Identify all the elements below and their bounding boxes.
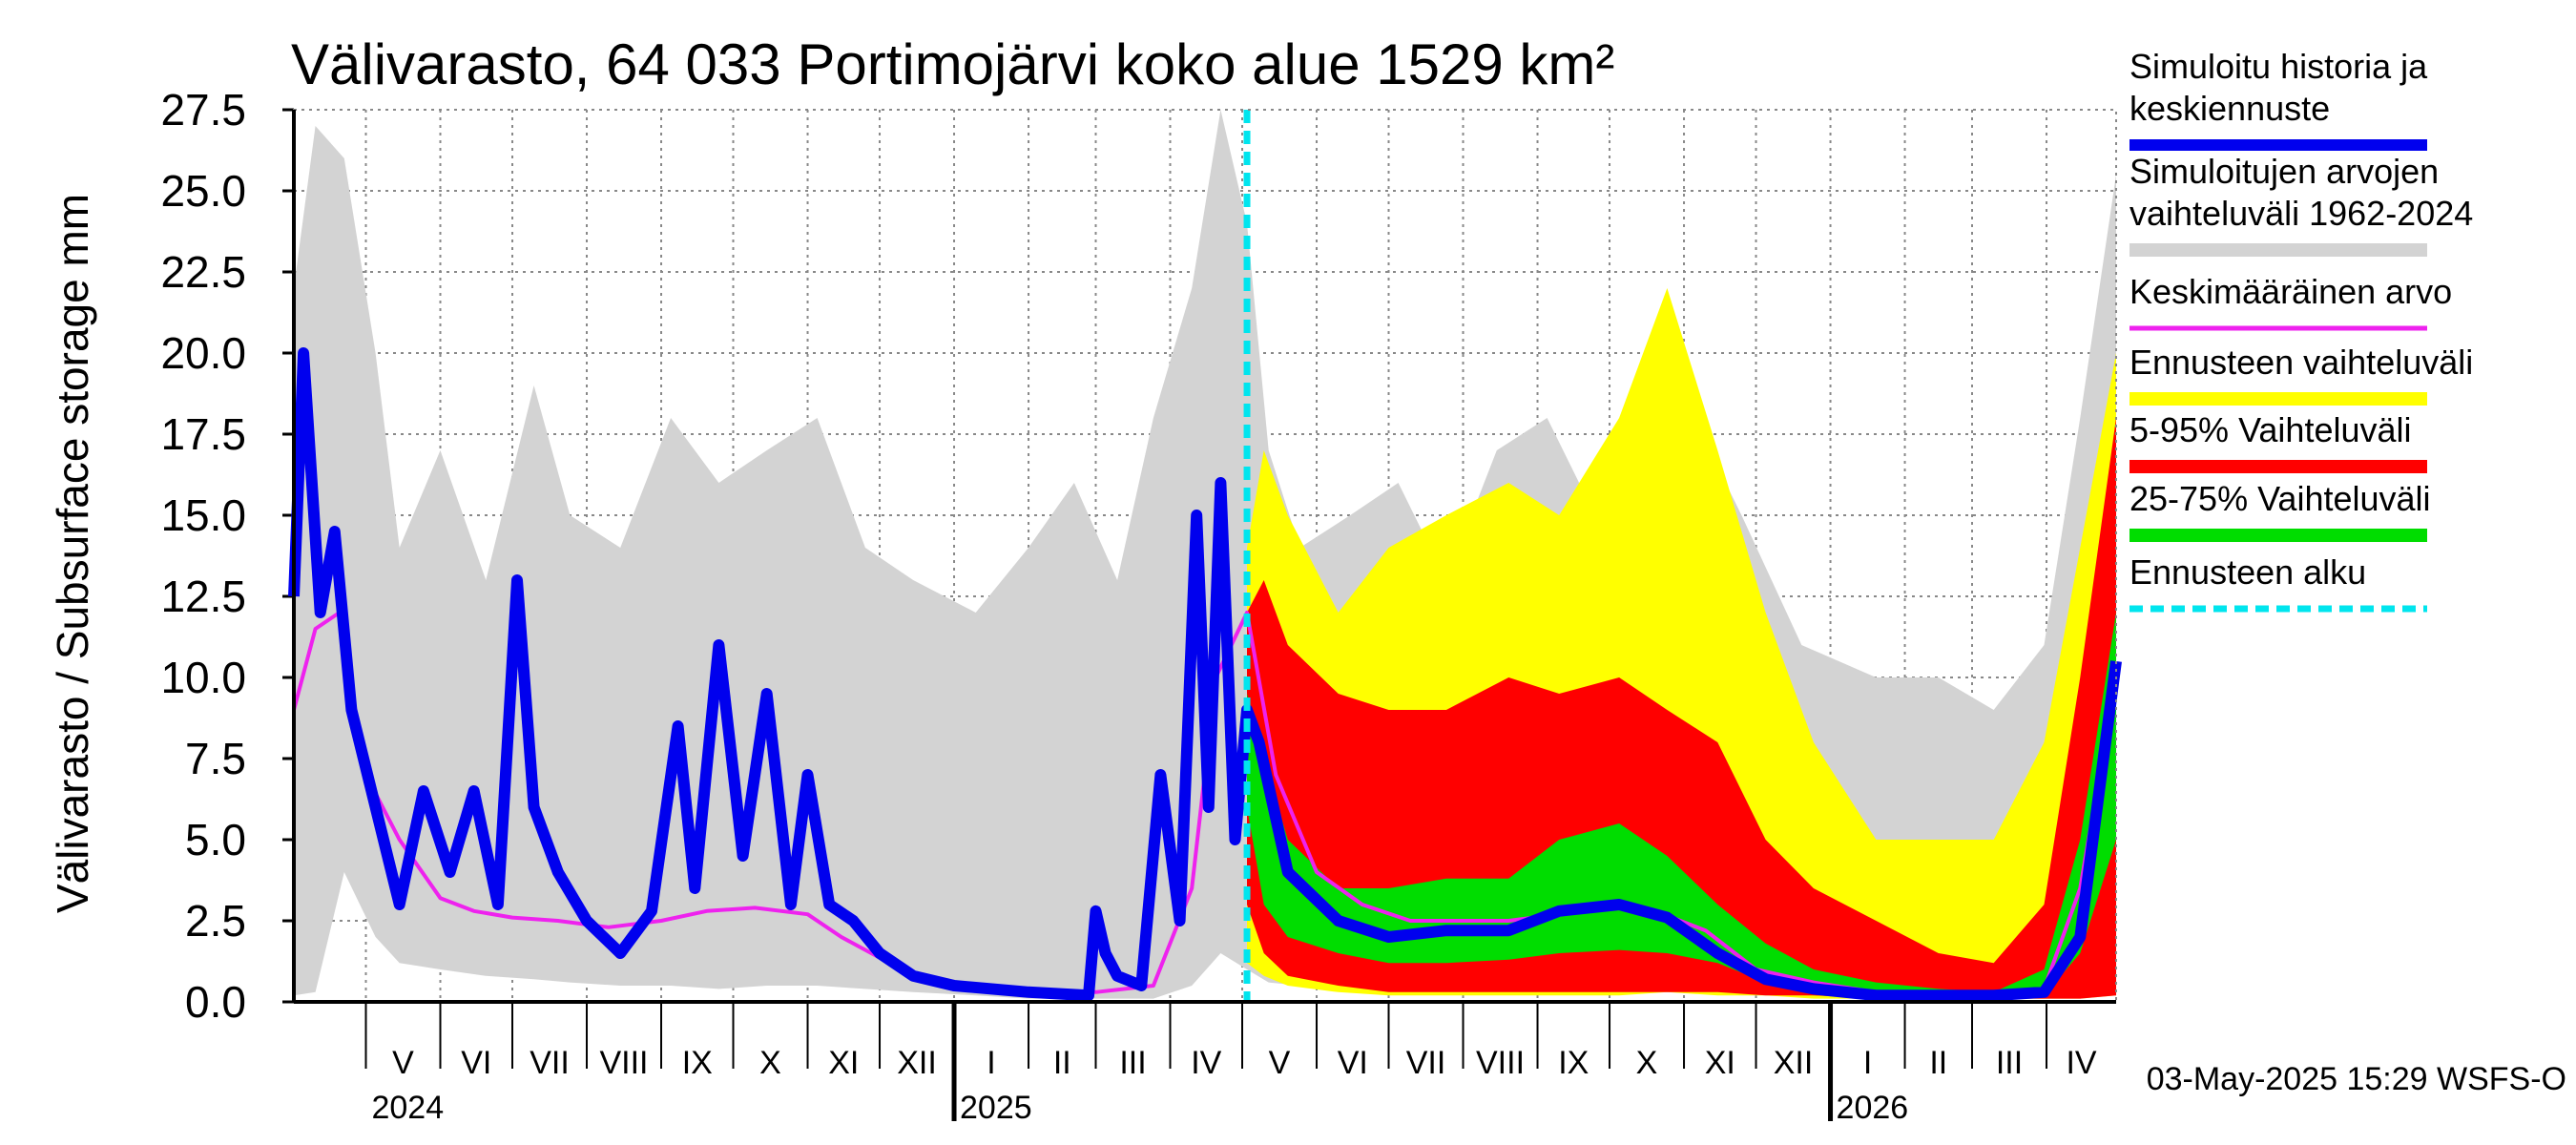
chart-title: Välivarasto, 64 033 Portimojärvi koko al…: [291, 32, 1614, 96]
band-series-3: [1247, 613, 2116, 999]
month-label: XII: [1774, 1045, 1814, 1081]
legend: Simuloitu historia ja keskiennuste Simuloi…: [2129, 47, 2473, 613]
band-series-2: [1247, 418, 2116, 999]
month-label: IV: [1191, 1045, 1221, 1081]
line-series-5: [288, 347, 2122, 1002]
month-label: VII: [530, 1045, 570, 1081]
y-tick-label: 27.5: [160, 85, 246, 135]
month-label: X: [1636, 1045, 1658, 1081]
year-label: 2024: [371, 1090, 444, 1126]
footer-timestamp: 03-May-2025 15:29 WSFS-O: [2147, 1061, 2566, 1097]
legend-label: Ennusteen alku: [2129, 552, 2366, 592]
month-label: IX: [1558, 1045, 1589, 1081]
month-label: VI: [461, 1045, 491, 1081]
month-label: III: [1119, 1045, 1146, 1081]
legend-label: 25-75% Vaihteluväli: [2129, 479, 2431, 518]
month-label: I: [987, 1045, 995, 1081]
month-label: VIII: [1476, 1045, 1525, 1081]
legend-label: Simuloitujen arvojen vaihteluväli 1962-20…: [2129, 152, 2473, 233]
y-tick-label: 12.5: [160, 572, 246, 621]
y-tick-label: 5.0: [185, 815, 246, 864]
month-label: IX: [682, 1045, 713, 1081]
range-bands: [294, 110, 2116, 999]
series-lines: [288, 110, 2122, 1002]
y-tick-label: 7.5: [185, 734, 246, 783]
month-label: IV: [2066, 1045, 2096, 1081]
y-tick-label: 0.0: [185, 977, 246, 1027]
x-axis: V VI VII VIII IX X XI XII I II III IV V VI VII VIII IX X X…: [292, 109, 2117, 1126]
month-label: II: [1053, 1045, 1071, 1081]
y-tick-label: 2.5: [185, 896, 246, 946]
month-label: I: [1863, 1045, 1872, 1081]
legend-label: Simuloitu historia ja keskiennuste: [2129, 47, 2428, 128]
month-label: VIII: [599, 1045, 648, 1081]
month-label: VII: [1406, 1045, 1446, 1081]
month-label: VI: [1338, 1045, 1368, 1081]
y-tick-label: 20.0: [160, 328, 246, 378]
y-axis-label: Välivarasto / Subsurface storage mm: [48, 194, 97, 913]
month-label: II: [1929, 1045, 1947, 1081]
month-label: XII: [897, 1045, 937, 1081]
legend-label: Keskimääräinen arvo: [2129, 272, 2452, 311]
month-label: XI: [828, 1045, 859, 1081]
month-label: V: [1269, 1045, 1291, 1081]
line-series-4: [292, 611, 2118, 998]
month-label: V: [392, 1045, 414, 1081]
y-tick-label: 22.5: [160, 247, 246, 297]
y-tick-label: 25.0: [160, 166, 246, 216]
legend-label: 5-95% Vaihteluväli: [2129, 410, 2412, 449]
month-label: XI: [1705, 1045, 1735, 1081]
year-label: 2025: [960, 1090, 1032, 1126]
month-label: X: [759, 1045, 781, 1081]
y-tick-label: 10.0: [160, 653, 246, 702]
y-tick-label: 17.5: [160, 409, 246, 459]
legend-label: Ennusteen vaihteluväli: [2129, 343, 2473, 382]
year-label: 2026: [1837, 1090, 1909, 1126]
month-label: III: [1996, 1045, 2023, 1081]
y-tick-labels: 0.0 2.5 5.0 7.5 10.0 12.5 15.0 17.5 20.0 22.5 25.0…: [160, 85, 246, 1027]
y-tick-label: 15.0: [160, 490, 246, 540]
